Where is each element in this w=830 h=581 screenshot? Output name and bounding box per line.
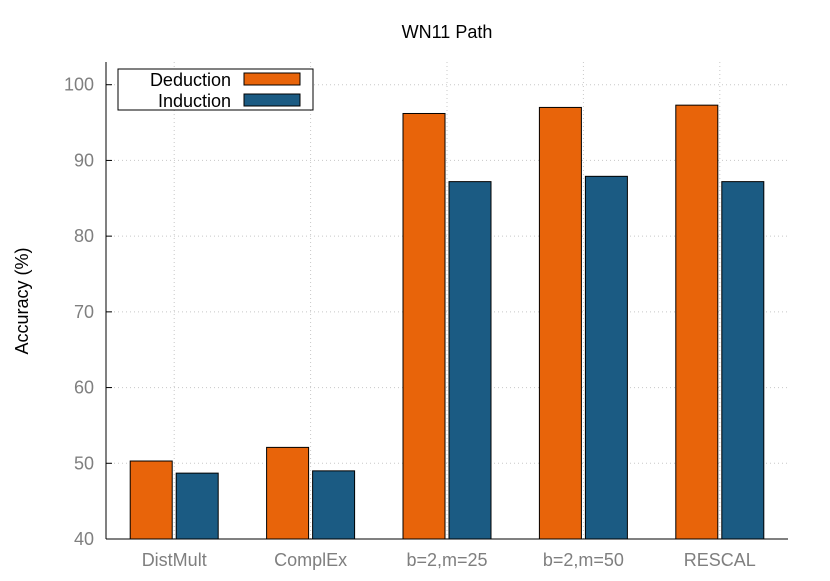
bar-induction-0: [175, 472, 219, 540]
y-tick-label: 60: [74, 378, 94, 398]
bar-deduction-2: [402, 112, 446, 540]
bar-induction-3: [584, 175, 628, 540]
y-tick-label: 50: [74, 453, 94, 473]
x-tick-label: b=2,m=25: [406, 550, 487, 570]
bar-deduction-4: [675, 104, 719, 540]
legend: Deduction Induction: [117, 68, 314, 111]
grid-lines: [106, 62, 788, 539]
bar-deduction-1: [266, 446, 310, 540]
chart-title: WN11 Path: [402, 22, 493, 42]
y-tick-label: 70: [74, 302, 94, 322]
tick-labels: 40 50 60 70 80 90 100 DistMult ComplEx b=2,m=25 b=…: [64, 75, 756, 570]
legend-swatch-induction: [243, 93, 301, 107]
x-tick-label: b=2,m=50: [543, 550, 624, 570]
bar-induction-1: [312, 470, 356, 540]
x-tick-label: RESCAL: [684, 550, 756, 570]
x-tick-label: DistMult: [142, 550, 207, 570]
legend-swatch-deduction: [243, 72, 301, 86]
y-tick-label: 40: [74, 529, 94, 549]
y-tick-label: 100: [64, 75, 94, 95]
bars: [129, 104, 765, 540]
legend-label-induction: Induction: [158, 91, 231, 111]
axes: [105, 62, 788, 540]
bar-induction-4: [721, 181, 765, 540]
bar-deduction-0: [129, 460, 173, 540]
legend-label-deduction: Deduction: [150, 70, 231, 90]
bar-deduction-3: [538, 106, 582, 540]
y-axis-label: Accuracy (%): [12, 247, 32, 354]
bar-induction-2: [448, 181, 492, 540]
y-tick-label: 80: [74, 226, 94, 246]
x-tick-label: ComplEx: [274, 550, 347, 570]
y-tick-label: 90: [74, 150, 94, 170]
